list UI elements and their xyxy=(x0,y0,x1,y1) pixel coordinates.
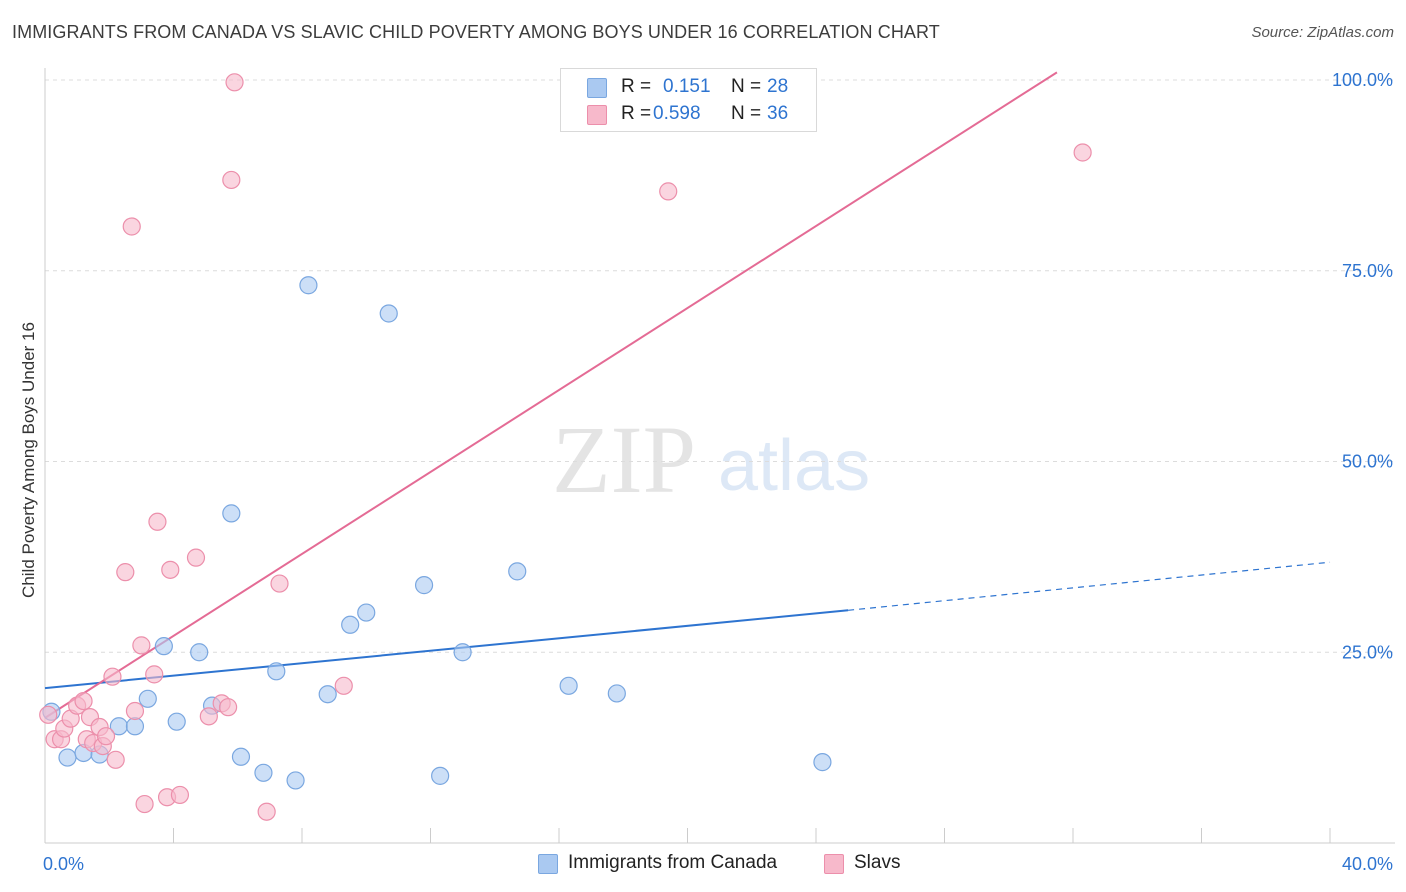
canada-point xyxy=(125,717,145,736)
canada-point xyxy=(357,603,376,622)
slavs-point xyxy=(161,560,180,579)
grid-lines xyxy=(45,79,1395,653)
bottom-legend-label-slavs: Slavs xyxy=(854,852,901,873)
slavs-point xyxy=(135,794,154,814)
canada-point xyxy=(154,637,173,656)
canada-point xyxy=(559,676,578,695)
slavs-point xyxy=(103,667,122,686)
chart-title: IMMIGRANTS FROM CANADA VS SLAVIC CHILD P… xyxy=(12,22,940,42)
canada-point xyxy=(167,712,186,731)
canada-point xyxy=(138,689,157,708)
data-points xyxy=(39,73,1092,821)
legend-r-label: R = xyxy=(621,103,652,124)
slavs-point xyxy=(125,701,145,721)
legend-r-value: 0.151 xyxy=(663,76,711,97)
canada-trend-extension xyxy=(848,561,1331,611)
legend-r-value: 0.598 xyxy=(653,103,701,124)
y-tick-label: 75.0% xyxy=(1342,261,1393,281)
correlation-legend: R = 0.151 N = 28 R = 0.598 N = 36 xyxy=(560,68,817,132)
slavs-point xyxy=(334,676,353,695)
canada-point xyxy=(414,576,434,595)
canada-point xyxy=(431,766,450,785)
watermark: ZIP atlas xyxy=(552,406,870,513)
canada-point xyxy=(286,771,305,790)
slavs-trend-line xyxy=(44,71,1058,719)
canada-point xyxy=(299,276,318,295)
slavs-point xyxy=(186,548,206,567)
slavs-point xyxy=(219,698,238,717)
y-tick-label: 100.0% xyxy=(1332,70,1393,90)
slavs-point xyxy=(148,512,167,531)
slavs-point xyxy=(270,574,289,593)
canada-point xyxy=(341,615,360,634)
slavs-point xyxy=(659,182,678,201)
canada-point xyxy=(508,562,527,581)
bottom-legend-swatch-slavs xyxy=(824,854,844,874)
slavs-point xyxy=(74,691,93,711)
slavs-point xyxy=(106,750,125,769)
legend-n-value: 36 xyxy=(767,103,789,124)
canada-point xyxy=(267,662,286,681)
legend-n-value: 28 xyxy=(767,76,789,97)
canada-point xyxy=(58,748,77,767)
canada-point xyxy=(379,304,398,323)
slavs-point xyxy=(96,727,116,746)
legend-swatch-canada xyxy=(587,78,607,98)
x-tick-label: 40.0% xyxy=(1342,854,1393,874)
canada-trend-line xyxy=(44,609,849,690)
legend-n-label: N = xyxy=(731,103,762,124)
trend-lines xyxy=(44,71,1331,719)
canada-point xyxy=(254,763,273,782)
tick-labels: 25.0% 50.0% 75.0% 100.0% 0.0% 40.0% xyxy=(43,70,1393,874)
watermark-atlas: atlas xyxy=(718,426,870,506)
source-credit: Source: ZipAtlas.com xyxy=(1251,24,1394,41)
canada-point xyxy=(222,504,241,523)
slavs-point xyxy=(39,705,58,724)
slavs-point xyxy=(199,707,218,726)
watermark-zip: ZIP xyxy=(552,406,696,513)
x-tick-label: 0.0% xyxy=(43,854,84,874)
slavs-point xyxy=(1073,143,1092,162)
canada-point xyxy=(813,753,832,772)
legend-r-label: R = xyxy=(621,76,652,97)
legend-swatch-slavs xyxy=(587,105,607,125)
legend-n-label: N = xyxy=(731,76,762,97)
y-axis-label-container: Child Poverty Among Boys Under 16 xyxy=(14,300,44,620)
bottom-legend-swatch-canada xyxy=(538,854,558,874)
slavs-point xyxy=(170,785,190,805)
canada-point xyxy=(453,643,472,662)
slavs-point xyxy=(145,665,164,684)
slavs-point xyxy=(122,217,141,236)
canada-point xyxy=(607,684,626,703)
slavs-point xyxy=(257,802,276,821)
slavs-point xyxy=(225,73,244,92)
y-axis-label: Child Poverty Among Boys Under 16 xyxy=(19,322,38,598)
slavs-point xyxy=(116,563,135,582)
slavs-point xyxy=(132,636,151,655)
y-tick-label: 50.0% xyxy=(1342,452,1393,472)
canada-point xyxy=(190,643,209,662)
y-tick-label: 25.0% xyxy=(1342,642,1393,662)
slavs-point xyxy=(222,170,241,190)
bottom-legend-label-canada: Immigrants from Canada xyxy=(568,852,778,873)
canada-point xyxy=(318,685,337,704)
canada-point xyxy=(231,747,251,766)
